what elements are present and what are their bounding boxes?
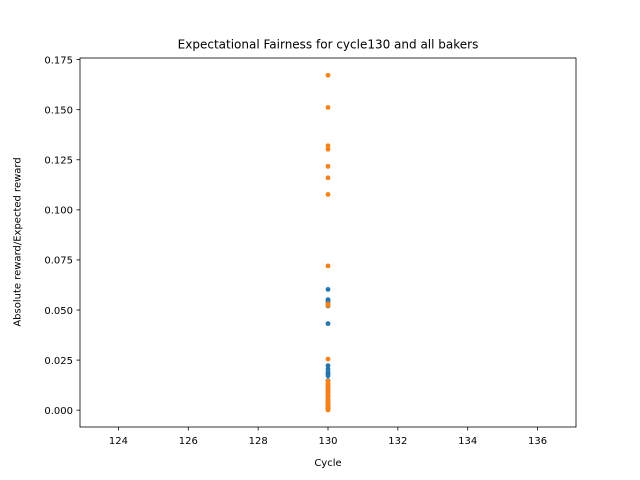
series-2-point-1 [325,72,331,78]
x-tick-label: 124 [109,436,128,447]
series-1-point-7 [325,363,331,369]
y-axis-title: Absolute reward/Expected reward [13,157,24,326]
y-tick-label: 0.000 [44,406,73,417]
series-1-point-1 [325,286,331,292]
series-2-point-7 [325,192,331,197]
x-tick-label: 126 [179,436,198,447]
series-2-point-28 [325,407,331,413]
y-tick-label: 0.100 [44,206,73,217]
series-2-point-10 [325,303,331,309]
series-2-point-3 [325,143,331,149]
y-tick-label: 0.075 [44,256,73,267]
y-tick-label: 0.125 [44,156,73,167]
chart-title: Expectational Fairness for cycle130 and … [178,38,479,52]
y-tick-label: 0.025 [44,356,73,367]
series-2-point-6 [325,175,331,181]
series-2-point-5 [325,163,331,169]
series-2-point-2 [325,105,331,110]
series-2-point-11 [325,356,331,362]
series-1-point-11 [325,373,331,379]
series-2-point-8 [325,263,331,269]
plot-area: 124 126 128 130 132 134 136 0.000 0.025 0.050 0.07… [44,55,577,447]
x-tick-label: 128 [249,436,268,447]
x-axis-title: Cycle [314,458,341,469]
y-tick-label: 0.150 [44,105,73,116]
x-tick-label: 132 [388,436,407,447]
x-tick-label: 134 [458,436,477,447]
y-tick-label: 0.050 [44,306,73,317]
x-tick-label: 130 [318,436,337,447]
series-2-point-4 [325,146,331,152]
y-tick-label: 0.175 [44,55,73,66]
x-tick-label: 136 [528,436,547,447]
series-1-point-6 [325,321,331,327]
